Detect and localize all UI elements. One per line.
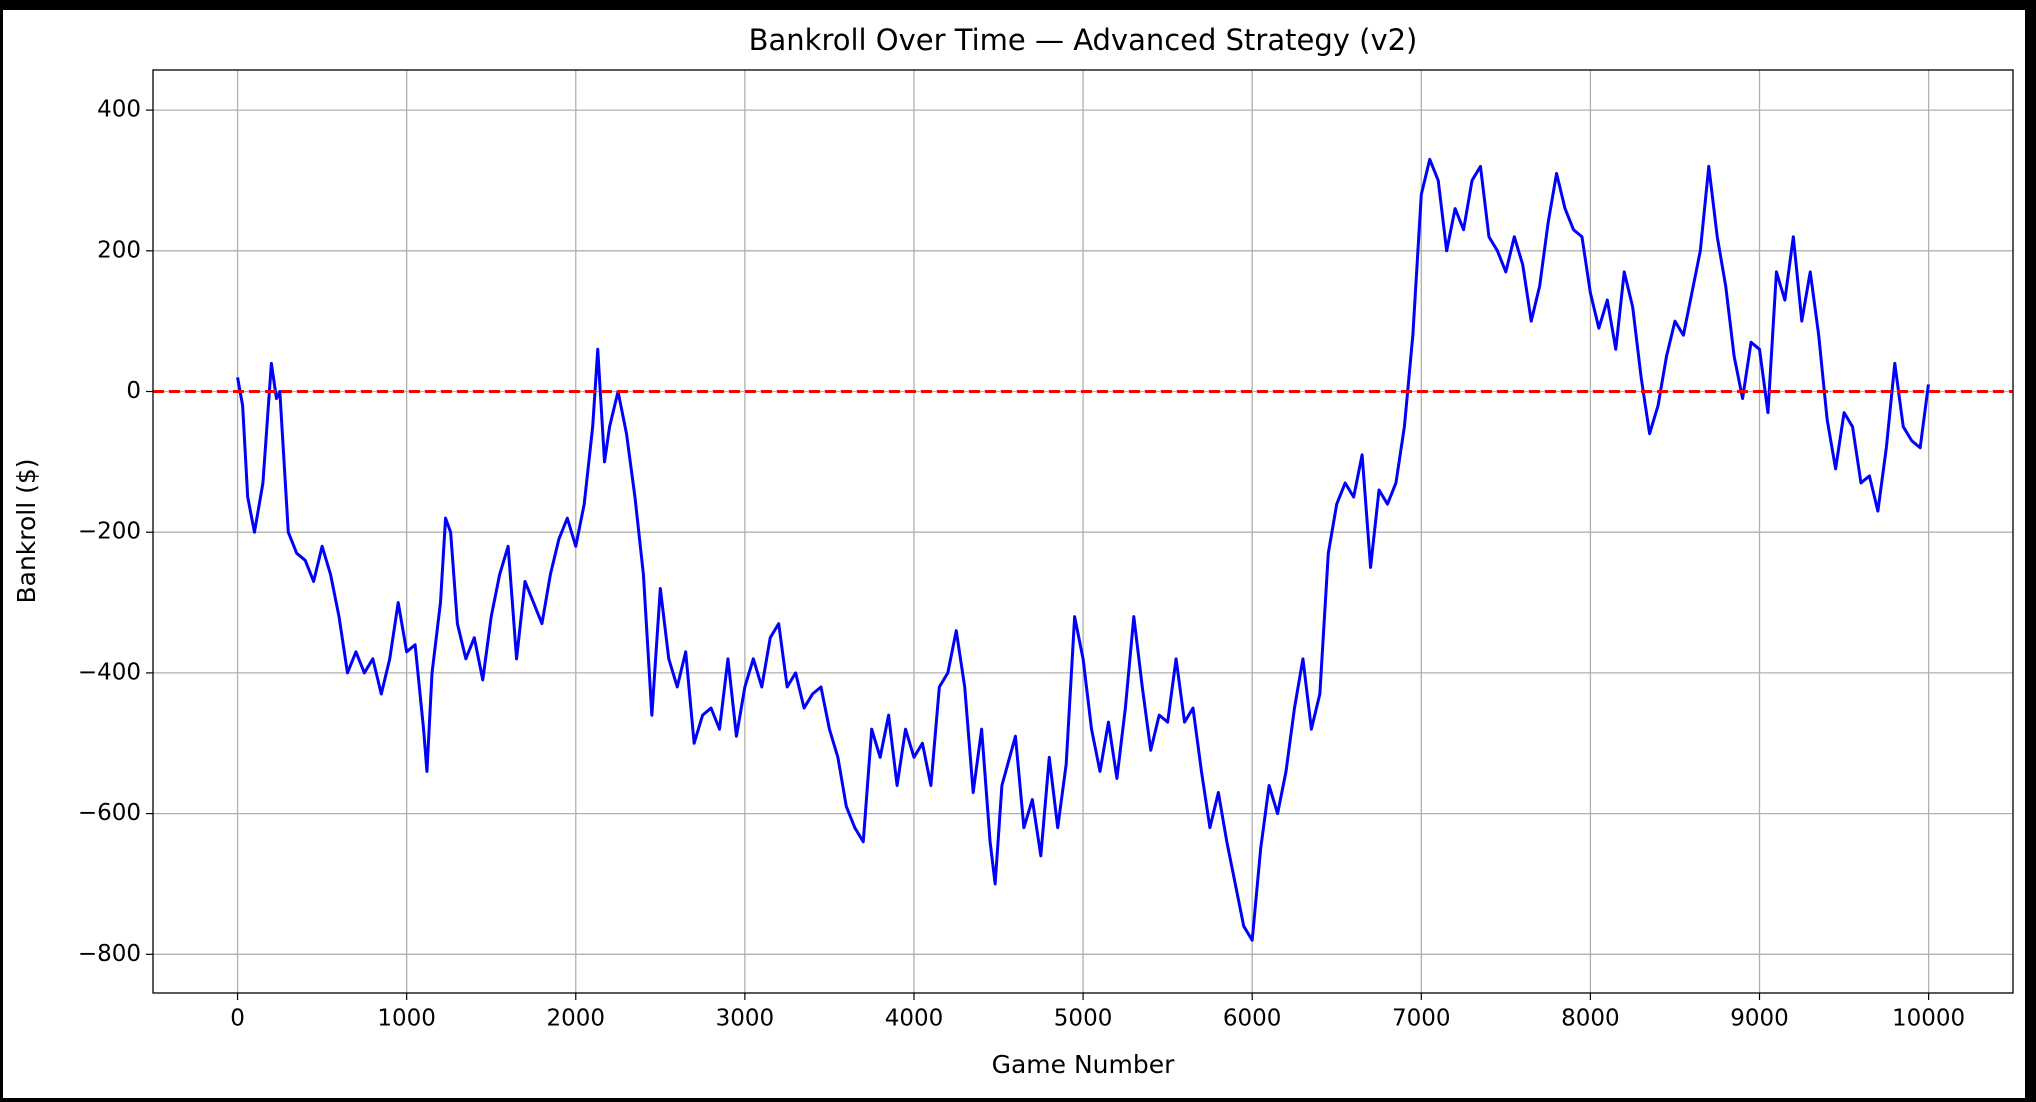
y-tick-label: 400 xyxy=(97,97,141,123)
y-tick-label: −400 xyxy=(78,659,141,685)
x-tick-label: 2000 xyxy=(546,1006,605,1032)
x-tick-label: 3000 xyxy=(716,1006,775,1032)
x-tick-label: 5000 xyxy=(1054,1006,1113,1032)
figure-background xyxy=(3,10,2025,1098)
axes-frame xyxy=(152,69,2014,994)
x-tick-label: 4000 xyxy=(885,1006,944,1032)
data-line xyxy=(236,157,1930,942)
x-tick-label: 1000 xyxy=(377,1006,436,1032)
x-tick-label: 9000 xyxy=(1730,1006,1789,1032)
x-axis-label: Game Number xyxy=(992,1050,1176,1079)
x-tick-label: 7000 xyxy=(1392,1006,1451,1032)
y-tick-label: −600 xyxy=(78,800,141,826)
y-axis-label: Bankroll ($) xyxy=(12,458,41,603)
x-tick-label: 0 xyxy=(230,1006,245,1032)
x-tick-label: 6000 xyxy=(1223,1006,1282,1032)
chart-title: Bankroll Over Time — Advanced Strategy (… xyxy=(749,23,1418,57)
y-tick-label: −200 xyxy=(78,519,141,545)
y-tick-label: −800 xyxy=(78,941,141,967)
y-tick-label: 200 xyxy=(97,237,141,263)
x-tick-label: 10000 xyxy=(1892,1006,1965,1032)
x-tick-label: 8000 xyxy=(1561,1006,1620,1032)
y-tick-label: 0 xyxy=(126,378,141,404)
